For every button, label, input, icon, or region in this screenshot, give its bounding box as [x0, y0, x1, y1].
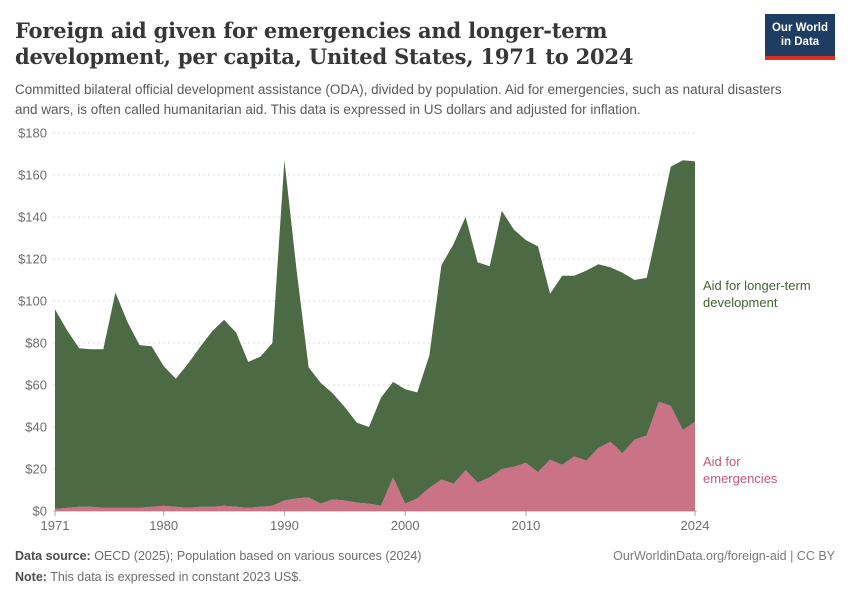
owid-logo-line1: Our World	[771, 22, 828, 34]
y-axis-tick-label: $180	[18, 126, 47, 141]
owid-logo[interactable]: Our World in Data	[765, 14, 835, 60]
area-aid-for-emergencies[interactable]	[55, 401, 695, 511]
emergencies-series-label: Aid for	[703, 454, 741, 469]
y-axis-tick-label: $140	[18, 210, 47, 225]
x-axis-tick-label: 1980	[149, 518, 178, 533]
emergencies-series-label: emergencies	[703, 471, 778, 486]
owid-link[interactable]: OurWorldinData.org/foreign-aid | CC BY	[613, 549, 835, 563]
y-axis-tick-label: $120	[18, 252, 47, 267]
chart-area[interactable]: $0 $20 $40 $60 $80 $100 $120 $140 $160 $180 1971 19…	[0, 125, 850, 540]
x-axis-tick-label: 1990	[270, 518, 299, 533]
y-axis-tick-label: $40	[25, 420, 47, 435]
chart-footer: Data source: OECD (2025); Population bas…	[15, 546, 835, 589]
y-axis-tick-label: $60	[25, 378, 47, 393]
data-source-label: Data source:	[15, 549, 91, 563]
area-aid-for-longer-term-development[interactable]	[55, 160, 695, 509]
data-source-text: OECD (2025); Population based on various…	[90, 549, 422, 563]
chart-title: Foreign aid given for emergencies and lo…	[15, 18, 634, 70]
y-axis-tick-label: $80	[25, 336, 47, 351]
note-text: This data is expressed in constant 2023 …	[46, 570, 302, 585]
note-line: Note: This data is expressed in constant…	[15, 570, 302, 584]
development-series-label: Aid for longer-term	[703, 278, 811, 293]
development-series-label: development	[703, 295, 778, 310]
y-axis-tick-label: $100	[18, 294, 47, 309]
note-label: Note:	[15, 570, 47, 585]
y-axis-tick-label: $0	[33, 504, 47, 519]
y-axis-tick-label: $20	[25, 462, 47, 477]
y-axis-tick-label: $160	[18, 168, 47, 183]
chart-header: Our World in Data Foreign aid given for …	[15, 12, 835, 121]
x-axis-tick-label: 2010	[511, 518, 540, 533]
data-source-line: Data source: OECD (2025); Population bas…	[15, 546, 421, 567]
owid-logo-line2: in Data	[780, 36, 820, 49]
stacked-area-chart[interactable]: $0 $20 $40 $60 $80 $100 $120 $140 $160 $180 1971 19…	[0, 125, 850, 540]
x-axis-tick-label: 2024	[681, 518, 710, 533]
x-axis-tick-label: 2000	[391, 518, 420, 533]
x-axis-tick-label: 1971	[41, 518, 70, 533]
chart-subtitle: Committed bilateral official development…	[15, 81, 782, 118]
